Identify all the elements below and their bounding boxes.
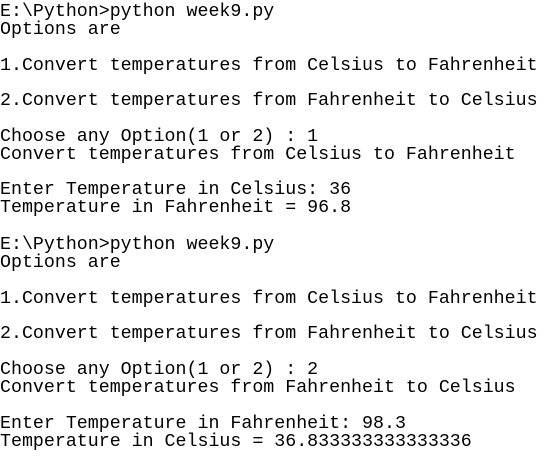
input-line: Choose any Option(1 or 2) : 2 [0,360,319,380]
output-line: Convert temperatures from Fahrenheit to … [0,378,516,398]
output-line: 1.Convert temperatures from Celsius to F… [0,56,538,76]
input-line: Enter Temperature in Celsius: 36 [0,180,352,200]
output-line: Options are [0,20,121,40]
output-line: 1.Convert temperatures from Celsius to F… [0,289,538,309]
output-line: Options are [0,253,121,273]
command-line: E:\Python>python week9.py [0,235,275,255]
output-line: 2.Convert temperatures from Fahrenheit t… [0,324,538,344]
output-line: Temperature in Fahrenheit = 96.8 [0,198,352,218]
output-line: 2.Convert temperatures from Fahrenheit t… [0,91,538,111]
output-line: Convert temperatures from Celsius to Fah… [0,145,516,165]
output-line: Temperature in Celsius = 36.833333333333… [0,432,472,452]
input-line: Enter Temperature in Fahrenheit: 98.3 [0,414,406,434]
input-line: Choose any Option(1 or 2) : 1 [0,127,319,147]
command-line: E:\Python>python week9.py [0,2,275,22]
